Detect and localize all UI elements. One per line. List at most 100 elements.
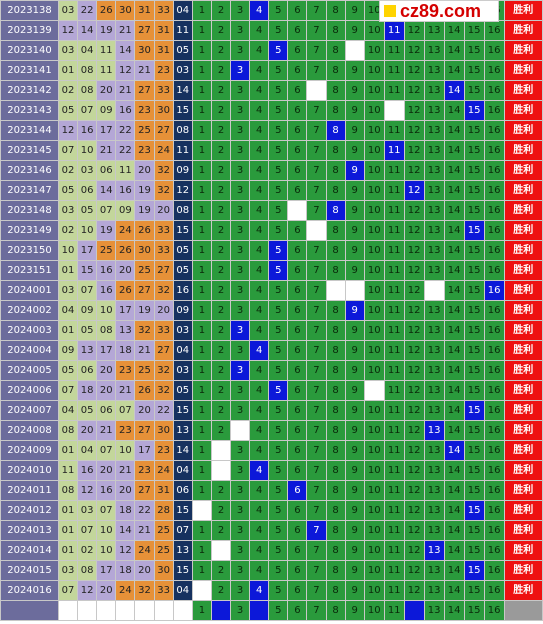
blue-number-cell: 9	[344, 60, 365, 81]
blue-number-cell: 14	[443, 240, 465, 261]
blue-number-cell: 9	[344, 340, 365, 361]
blue-number-cell: 9	[344, 420, 365, 441]
blue-number-cell: 8	[325, 420, 346, 441]
forecast-number-cell[interactable]: 3	[230, 600, 251, 621]
forecast-blank-cell	[153, 600, 174, 621]
blue-ball-cell: 12	[172, 180, 193, 201]
blue-number-cell: 12	[403, 580, 425, 601]
blue-ball-cell: 13	[172, 540, 193, 561]
blue-hit-cell: 8	[325, 120, 346, 141]
forecast-number-cell[interactable]: 15	[463, 600, 485, 621]
blue-ball-cell: 05	[172, 240, 193, 261]
red-ball-cell: 20	[134, 160, 155, 181]
blue-number-cell: 16	[483, 480, 505, 501]
forecast-number-cell[interactable]: 11	[383, 600, 405, 621]
blue-hit-cell: 9	[344, 160, 365, 181]
period-cell: 2024009	[0, 440, 59, 461]
blue-number-cell: 9	[344, 100, 365, 121]
blue-number-cell	[344, 280, 365, 301]
blue-ball-cell: 11	[172, 140, 193, 161]
forecast-number-cell[interactable]: 9	[344, 600, 365, 621]
table-row: 2023148 03 05 07 09 19 20 08 1 2 3 4 5 7 8 9 10 11 12 13 14 1…	[0, 200, 543, 221]
blue-number-cell: 15	[463, 380, 485, 401]
blue-ball-cell: 05	[172, 380, 193, 401]
table-row: 2024013 01 07 10 14 21 25 07 1 2 3 4 5 6 7 8 9 10 11 12 13 14…	[0, 520, 543, 541]
forecast-number-cell[interactable]: 13	[423, 600, 445, 621]
red-ball-cell: 25	[134, 260, 155, 281]
forecast-number-cell[interactable]: 7	[306, 600, 327, 621]
red-ball-cell: 02	[57, 160, 79, 181]
blue-number-cell: 5	[268, 400, 289, 421]
blue-number-cell: 8	[325, 40, 346, 61]
blue-number-cell: 7	[306, 200, 327, 221]
blue-number-cell: 12	[403, 560, 425, 581]
blue-number-cell: 13	[423, 560, 445, 581]
red-ball-cell: 32	[153, 280, 174, 301]
blue-number-cell: 8	[325, 320, 346, 341]
blue-number-cell: 14	[443, 400, 465, 421]
red-ball-cell: 11	[115, 160, 136, 181]
forecast-number-cell[interactable]: 1	[191, 600, 212, 621]
red-ball-cell: 05	[77, 400, 98, 421]
forecast-number-cell[interactable]: 8	[325, 600, 346, 621]
blue-number-cell: 3	[230, 100, 251, 121]
win-badge: 胜利	[503, 120, 543, 141]
blue-number-cell: 7	[306, 280, 327, 301]
blue-number-cell: 8	[325, 360, 346, 381]
blue-number-cell: 6	[287, 360, 308, 381]
forecast-number-cell[interactable]: 6	[287, 600, 308, 621]
red-ball-cell: 31	[153, 480, 174, 501]
blue-number-cell: 15	[463, 440, 485, 461]
forecast-number-cell[interactable]: 10	[363, 600, 385, 621]
forecast-number-cell[interactable]	[403, 600, 425, 621]
blue-number-cell: 12	[403, 540, 425, 561]
blue-number-cell: 14	[443, 500, 465, 521]
forecast-number-cell[interactable]: 14	[443, 600, 465, 621]
blue-number-cell: 10	[363, 520, 385, 541]
blue-number-cell: 12	[403, 500, 425, 521]
blue-number-cell: 14	[443, 140, 465, 161]
red-ball-cell: 07	[96, 500, 117, 521]
red-ball-cell: 04	[57, 300, 79, 321]
blue-number-cell: 15	[463, 120, 485, 141]
forecast-number-cell[interactable]	[210, 600, 232, 621]
blue-number-cell: 13	[423, 100, 445, 121]
blue-number-cell: 6	[287, 220, 308, 241]
blue-number-cell: 13	[423, 380, 445, 401]
forecast-number-cell[interactable]: 5	[268, 600, 289, 621]
blue-hit-cell: 12	[403, 180, 425, 201]
blue-number-cell: 9	[344, 540, 365, 561]
red-ball-cell: 18	[115, 340, 136, 361]
blue-hit-cell: 15	[463, 560, 485, 581]
forecast-number-cell[interactable]	[249, 600, 270, 621]
red-ball-cell: 21	[115, 80, 136, 101]
blue-ball-cell: 15	[172, 400, 193, 421]
blue-number-cell: 16	[483, 200, 505, 221]
blue-number-cell: 3	[230, 40, 251, 61]
red-ball-cell: 30	[153, 560, 174, 581]
win-badge: 胜利	[503, 460, 543, 481]
blue-number-cell: 2	[210, 20, 232, 41]
blue-number-cell: 15	[463, 520, 485, 541]
red-ball-cell: 09	[96, 100, 117, 121]
blue-number-cell: 6	[287, 60, 308, 81]
blue-number-cell: 7	[306, 340, 327, 361]
blue-number-cell: 5	[268, 0, 289, 21]
blue-number-cell: 3	[230, 440, 251, 461]
period-cell: 2023150	[0, 240, 59, 261]
red-ball-cell: 33	[153, 0, 174, 21]
red-ball-cell: 07	[77, 520, 98, 541]
red-ball-cell: 13	[115, 320, 136, 341]
blue-hit-cell: 3	[230, 60, 251, 81]
blue-number-cell: 10	[363, 440, 385, 461]
blue-number-cell: 15	[463, 360, 485, 381]
red-ball-cell: 26	[115, 240, 136, 261]
blue-number-cell: 6	[287, 580, 308, 601]
red-ball-cell: 21	[115, 20, 136, 41]
red-ball-cell: 20	[134, 560, 155, 581]
red-ball-cell: 20	[115, 260, 136, 281]
blue-number-cell: 1	[191, 360, 212, 381]
period-cell: 2023145	[0, 140, 59, 161]
forecast-number-cell[interactable]: 16	[483, 600, 505, 621]
blue-number-cell: 12	[403, 20, 425, 41]
